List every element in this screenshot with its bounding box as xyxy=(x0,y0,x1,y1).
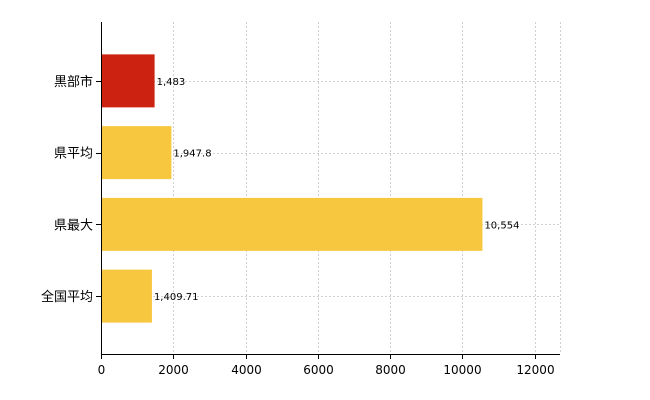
data-label: 1,947.8 xyxy=(173,149,211,160)
bar xyxy=(102,269,152,323)
x-tick-label: 12000 xyxy=(516,363,554,377)
grid-layer xyxy=(101,22,561,354)
x-tick-label: 0 xyxy=(98,363,106,377)
data-label: 10,554 xyxy=(484,220,519,231)
bars-layer xyxy=(102,54,483,323)
x-tick-label: 10000 xyxy=(443,363,481,377)
category-label: 黒部市 xyxy=(54,74,93,90)
bar xyxy=(102,54,155,108)
data-label: 1,409.71 xyxy=(154,292,199,303)
bar xyxy=(102,197,483,251)
x-tick-label: 4000 xyxy=(231,363,262,377)
bar xyxy=(102,126,172,180)
category-label: 全国平均 xyxy=(41,289,93,305)
category-label: 県平均 xyxy=(54,147,93,162)
data-label: 1,483 xyxy=(157,77,186,88)
category-label: 県最大 xyxy=(54,218,93,233)
x-tick-label: 2000 xyxy=(158,363,189,377)
x-tick-label: 8000 xyxy=(375,363,406,377)
axis-layer xyxy=(96,22,560,359)
labels-layer: 0 2000 4000 6000 8000 10000 12000 黒部市 1,483 県平均 1,… xyxy=(41,74,555,377)
x-tick-label: 6000 xyxy=(303,363,334,377)
